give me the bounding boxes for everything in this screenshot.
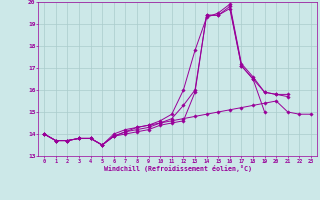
X-axis label: Windchill (Refroidissement éolien,°C): Windchill (Refroidissement éolien,°C) — [104, 165, 252, 172]
